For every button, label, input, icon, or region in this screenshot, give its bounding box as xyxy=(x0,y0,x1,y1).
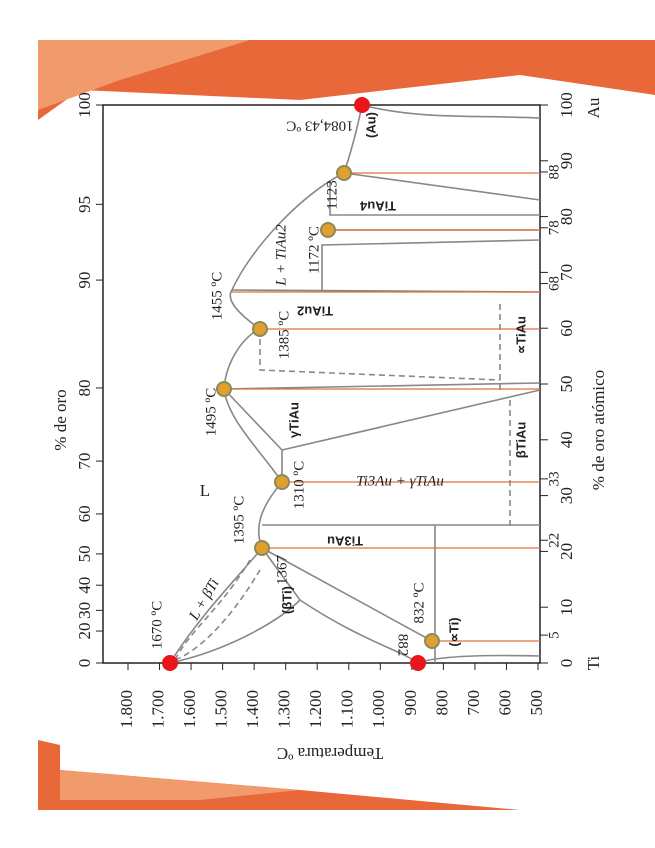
phase-label: Ti3Au + γTiAu xyxy=(356,473,444,489)
band-top-light xyxy=(38,40,250,110)
alpha-solvus xyxy=(417,654,541,664)
weight-tick-label: 60 xyxy=(75,505,94,522)
element-label: Ti xyxy=(584,655,603,670)
temp-tick-label: 1.200 xyxy=(306,690,325,728)
atomic-tick-label: 0 xyxy=(557,659,576,668)
temp-label: 882 xyxy=(395,634,411,657)
composition-lines xyxy=(224,172,540,642)
weight-tick-label: 20 xyxy=(75,623,94,640)
temp-tick-label: 900 xyxy=(401,690,420,716)
red-point xyxy=(354,97,370,113)
orange-point xyxy=(336,165,352,181)
temp-label: 1455 ºC xyxy=(209,272,225,320)
temp-label: 1495 ºC xyxy=(203,388,219,436)
temp-label: 1395 ºC xyxy=(231,496,247,544)
band-bottom-light xyxy=(60,770,300,800)
phase-label: γTiAu xyxy=(286,402,301,438)
temp-tick-label: 1.000 xyxy=(369,690,388,728)
weight-tick-label: 95 xyxy=(75,196,94,213)
phase-label: L + TiAu2 xyxy=(273,224,289,287)
atomic-tick-label: 80 xyxy=(557,208,576,225)
temp-tick-label: 800 xyxy=(432,690,451,716)
weight-tick-label: 90 xyxy=(75,272,94,289)
atomic-tick-label: 70 xyxy=(557,264,576,281)
phase-label: L xyxy=(200,481,210,500)
temp-label: 832 ºC xyxy=(411,583,427,624)
temp-label: 1670 ºC xyxy=(149,601,165,649)
atomic-tick-label: 10 xyxy=(557,599,576,616)
temp-tick-label: 600 xyxy=(495,690,514,716)
eutectoid xyxy=(261,547,433,642)
temp-label: 1367 xyxy=(274,555,290,586)
phase-label: TiAu4 xyxy=(359,199,396,214)
red-point xyxy=(162,655,178,671)
atomic-tick-label: 20 xyxy=(557,543,576,560)
weight-tick-label: 30 xyxy=(75,602,94,619)
phase-label: (∝Ti) xyxy=(446,617,461,646)
weight-tick-label: 70 xyxy=(75,453,94,470)
atomic-tick-label: 40 xyxy=(557,431,576,448)
red-point xyxy=(410,655,426,671)
atomic-tick-label: 30 xyxy=(557,487,576,504)
temp-label: 1123 xyxy=(324,180,340,209)
phase-label: Ti3Au xyxy=(327,534,363,549)
temp-label: 1172 ºC xyxy=(306,226,322,274)
atomic-tick-label: 60 xyxy=(557,320,576,337)
orange-point xyxy=(216,381,232,397)
right-axis-label: % de oro atómico xyxy=(589,370,608,490)
tiau2-left xyxy=(259,300,501,390)
temp-tick-label: 1.400 xyxy=(243,690,262,728)
weight-tick-label: 100 xyxy=(75,92,94,118)
points xyxy=(162,97,440,671)
temperature-labels: 1670 ºC 882 832 ºC 1367 1395 ºC 1310 ºC … xyxy=(149,118,427,657)
weight-tick-label: 40 xyxy=(75,577,94,594)
temp-label: 1310 ºC xyxy=(291,461,307,509)
temp-tick-label: 1.600 xyxy=(180,690,199,728)
atomic-mark-label: 88 xyxy=(546,164,562,179)
temp-tick-label: 700 xyxy=(464,690,483,716)
au-solvus xyxy=(361,104,541,119)
atomic-mark-label: 68 xyxy=(546,276,562,291)
atomic-mark-label: 22 xyxy=(546,533,562,548)
axes: 1.800 1.700 1.600 1.500 1.400 1.300 1.200 1.100… xyxy=(75,92,576,728)
bottom-axis-label: Temperatura ºC xyxy=(277,744,384,763)
phase-label: βTiAu xyxy=(513,422,528,459)
phase-label: ∝TiAu xyxy=(513,316,528,354)
phase-label: (βTi) xyxy=(279,586,294,614)
temp-tick-label: 1.800 xyxy=(117,690,136,728)
phase-label: (Au) xyxy=(363,112,378,138)
phase-labels: L (βTi) (∝Ti) (Au) Ti3Au γTiAu βTiAu ∝Ti… xyxy=(186,112,529,647)
atomic-tick-label: 100 xyxy=(557,92,576,118)
temp-tick-label: 1.700 xyxy=(148,690,167,728)
temp-label: 1385 ºC xyxy=(276,311,292,359)
orange-point xyxy=(424,633,440,649)
top-axis-label: % de oro xyxy=(51,389,70,450)
orange-point xyxy=(254,540,270,556)
atomic-mark-label: 78 xyxy=(546,220,562,235)
temp-tick-label: 500 xyxy=(527,690,546,716)
band-top xyxy=(38,40,655,120)
orange-point xyxy=(252,321,268,337)
weight-tick-label: 50 xyxy=(75,545,94,562)
atomic-tick-label: 50 xyxy=(557,376,576,393)
phase-label: TiAu2 xyxy=(297,304,333,319)
element-label: Au xyxy=(584,97,603,118)
temp-label: 1084,43 ºC xyxy=(286,118,353,134)
weight-tick-label: 80 xyxy=(75,379,94,396)
atomic-mark-label: 5 xyxy=(546,631,562,639)
orange-point xyxy=(320,222,336,238)
temp-tick-label: 1.500 xyxy=(212,690,231,728)
metastable xyxy=(174,559,261,661)
orange-point xyxy=(274,474,290,490)
beta-solvus xyxy=(169,598,419,664)
atomic-tick-label: 90 xyxy=(557,152,576,169)
temp-tick-label: 1.300 xyxy=(275,690,294,728)
weight-tick-label: 0 xyxy=(75,659,94,668)
temp-tick-label: 1.100 xyxy=(338,690,357,728)
atomic-mark-label: 33 xyxy=(546,471,562,486)
